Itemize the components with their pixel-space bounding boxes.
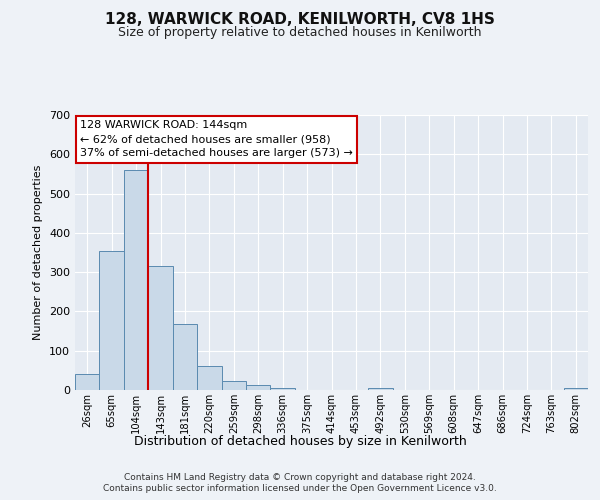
Bar xyxy=(75,374,100,390)
Text: Distribution of detached houses by size in Kenilworth: Distribution of detached houses by size … xyxy=(134,435,466,448)
Bar xyxy=(173,324,197,390)
Bar xyxy=(124,170,148,390)
Text: 128 WARWICK ROAD: 144sqm
← 62% of detached houses are smaller (958)
37% of semi-: 128 WARWICK ROAD: 144sqm ← 62% of detach… xyxy=(80,120,353,158)
Bar xyxy=(148,266,173,390)
Bar xyxy=(368,388,392,390)
Bar xyxy=(197,366,221,390)
Text: Size of property relative to detached houses in Kenilworth: Size of property relative to detached ho… xyxy=(118,26,482,39)
Bar xyxy=(221,382,246,390)
Bar xyxy=(100,250,124,390)
Bar xyxy=(246,386,271,390)
Bar xyxy=(271,388,295,390)
Bar xyxy=(563,388,588,390)
Text: Contains HM Land Registry data © Crown copyright and database right 2024.: Contains HM Land Registry data © Crown c… xyxy=(124,472,476,482)
Text: 128, WARWICK ROAD, KENILWORTH, CV8 1HS: 128, WARWICK ROAD, KENILWORTH, CV8 1HS xyxy=(105,12,495,28)
Y-axis label: Number of detached properties: Number of detached properties xyxy=(34,165,43,340)
Text: Contains public sector information licensed under the Open Government Licence v3: Contains public sector information licen… xyxy=(103,484,497,493)
